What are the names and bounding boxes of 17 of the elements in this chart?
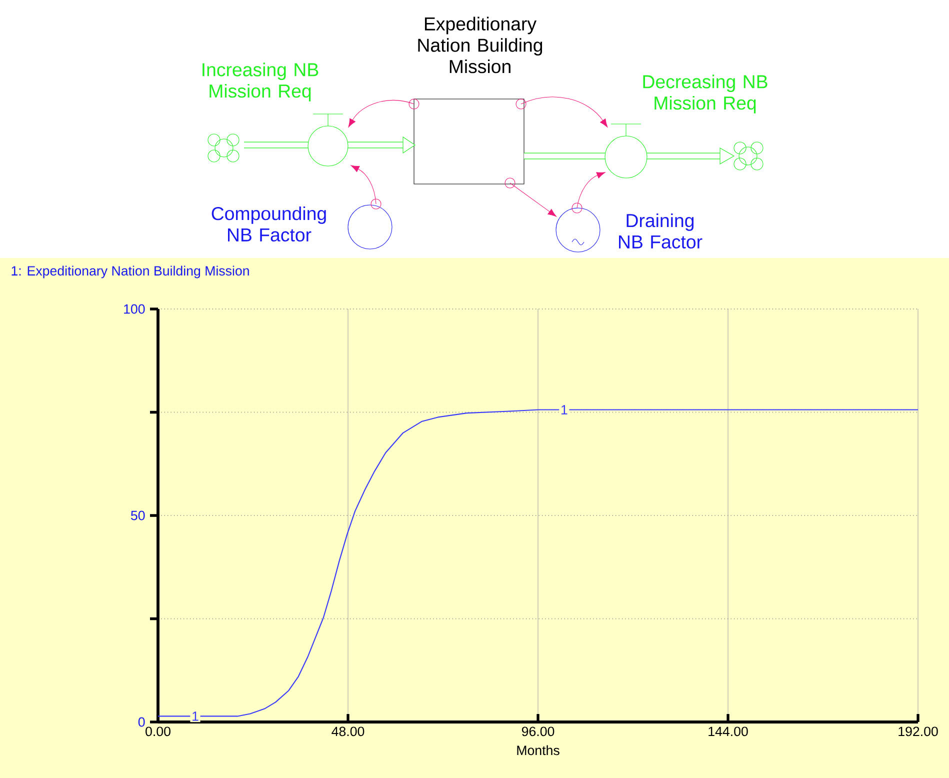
x-tick-label: 192.00 [898, 726, 938, 736]
text: Expeditionary Nation Building Mission [418, 16, 542, 74]
text: Compounding NB Factor [212, 206, 326, 242]
text: 1 [192, 712, 198, 721]
x-tick-label: 48.00 [332, 726, 364, 736]
x-tick-label: 144.00 [708, 726, 748, 736]
chart-title: 1: Expeditionary Nation Building Mission [12, 266, 249, 278]
x-tick-label: 96.00 [522, 726, 554, 736]
text: Increasing NB Mission Req [202, 62, 318, 102]
y-tick-label: 50 [131, 510, 145, 520]
text: Decreasing NB Mission Req [643, 74, 768, 114]
x-tick-label: 0.00 [146, 726, 170, 736]
series-label: 1 [562, 405, 568, 414]
x-axis-title: Months [517, 745, 560, 756]
y-tick-label: 0 [138, 717, 145, 727]
text: Draining NB Factor [619, 213, 702, 249]
y-tick-label: 100 [124, 304, 145, 314]
